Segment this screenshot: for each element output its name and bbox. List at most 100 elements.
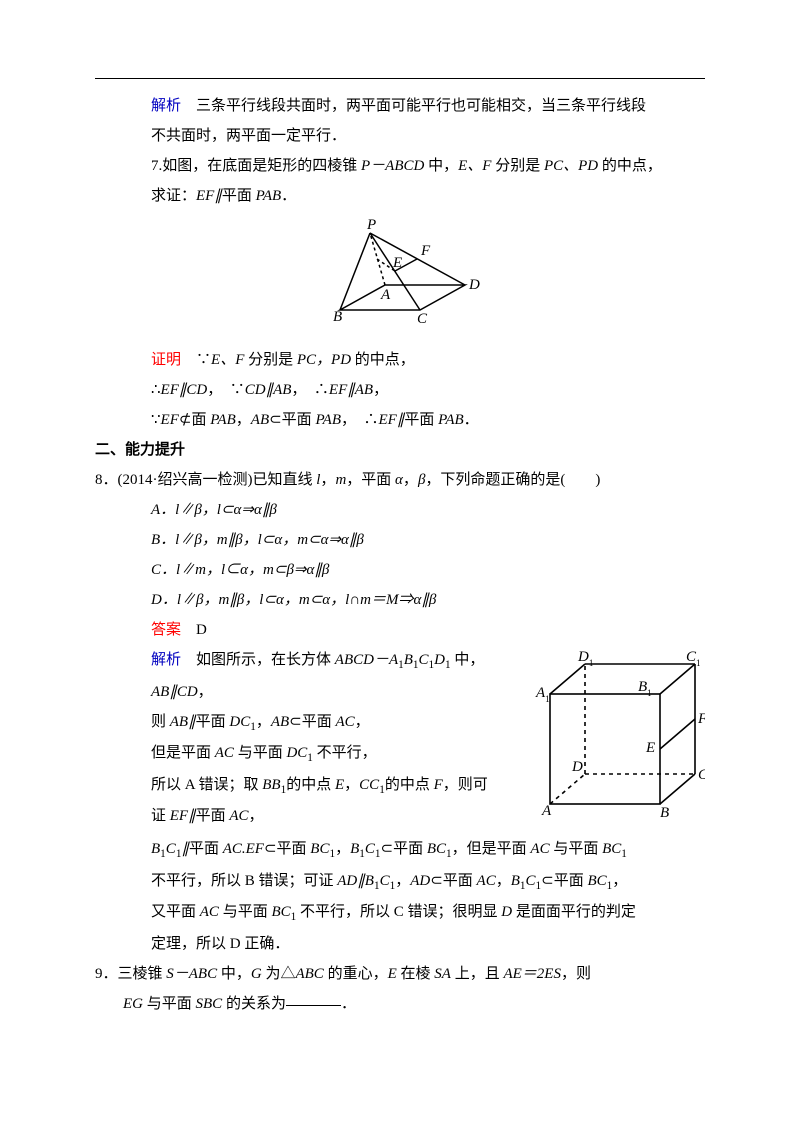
t: 分别是 (491, 158, 544, 174)
t: ， ∴ (341, 412, 379, 428)
t: C (365, 841, 375, 857)
t: AC (336, 714, 355, 730)
t: AC (200, 904, 219, 920)
q8-stem: 8．(2014·绍兴高一检测)已知直线 l，m，平面 α，β，下列命题正确的是(… (95, 465, 705, 495)
t: EF (161, 412, 179, 428)
svg-text:C: C (698, 767, 705, 783)
t: BC (310, 841, 329, 857)
t: ， (335, 841, 350, 857)
t: SBC (196, 996, 223, 1012)
q7-line1: 7.如图，在底面是矩形的四棱锥 P－ABCD 中，E、F 分别是 PC、PD 的… (95, 151, 705, 181)
t: m (335, 472, 346, 488)
t: ，平面 (346, 472, 395, 488)
t: BC (602, 841, 621, 857)
t: ． (341, 996, 356, 1012)
svg-text:A: A (541, 803, 552, 819)
t: ⊂平面 (541, 873, 587, 889)
svg-text:B: B (660, 805, 669, 819)
t: 不平行，所以 B 错误；可证 (151, 873, 337, 889)
t: AC.EF (223, 841, 264, 857)
t: ， ∴ (291, 382, 329, 398)
t: 则 (151, 714, 170, 730)
t: 的关系为 (222, 996, 286, 1012)
t: ， (320, 472, 335, 488)
t: 的中点， (351, 352, 415, 368)
proof-l3: ∵EF⊄面 PAB，AB⊂平面 PAB， ∴EF∥平面 PAB． (95, 405, 705, 435)
t: B (151, 841, 160, 857)
t: ⊂平面 (381, 841, 427, 857)
q8-exp-l8: 不平行，所以 B 错误；可证 AD∥B1C1，AD⊂平面 AC，B1C1⊂平面 … (95, 866, 705, 898)
svg-text:F: F (420, 243, 431, 259)
t: EF∥ (196, 188, 222, 204)
t: 平面 (222, 188, 256, 204)
t: E、F (211, 352, 244, 368)
t: AB (251, 412, 269, 428)
svg-text:E: E (645, 740, 655, 756)
t: BC (427, 841, 446, 857)
t: EF∥ (379, 412, 405, 428)
svg-text:B1: B1 (638, 679, 652, 698)
q8-optA: A．l∥β，l⊂α⇒α∥β (95, 495, 705, 525)
t: 求证： (151, 188, 196, 204)
sub: 1 (621, 848, 627, 860)
t: E、F (458, 158, 491, 174)
t: F (434, 777, 443, 793)
t: 平面 (196, 714, 230, 730)
t: ，则 (561, 966, 591, 982)
q8-optC: C．l∥m，l⊂α，m⊂β⇒α∥β (95, 555, 705, 585)
svg-text:D: D (468, 277, 480, 293)
pyramid-svg: P B C D A E F (295, 215, 505, 330)
label-proof: 证明 (151, 352, 181, 368)
t: PAB (210, 412, 236, 428)
t: ，但是平面 (452, 841, 531, 857)
t: ，则可 (443, 777, 488, 793)
t: C (166, 841, 176, 857)
t: 的重心， (324, 966, 388, 982)
t: AE＝2ES (503, 966, 561, 982)
t: 如图所示，在长方体 (181, 652, 335, 668)
t: ， (236, 412, 251, 428)
t: EG (123, 996, 143, 1012)
text: 三条平行线段共面时，两平面可能平行也可能相交，当三条平行线段 (181, 98, 646, 114)
t: ⊂平面 (269, 412, 315, 428)
t: P－ABCD (361, 158, 424, 174)
t: C (526, 873, 536, 889)
t: 的中点 (286, 777, 335, 793)
t: ， (198, 684, 213, 700)
q8-exp-l10: 定理，所以 D 正确． (95, 929, 705, 959)
t: D (501, 904, 512, 920)
t: ， (344, 777, 359, 793)
svg-text:A: A (380, 287, 391, 303)
t: B (350, 841, 359, 857)
svg-text:F: F (697, 711, 705, 727)
t: 平面 (189, 841, 223, 857)
svg-text:C: C (417, 311, 428, 327)
t: ， (373, 382, 388, 398)
t: ， (256, 714, 271, 730)
t: AC (215, 745, 234, 761)
label-jiexi: 解析 (151, 652, 181, 668)
t: AC (477, 873, 496, 889)
t: 平面 (196, 808, 230, 824)
q8-exp-l9: 又平面 AC 与平面 BC1 不平行，所以 C 错误；很明显 D 是面面平行的判… (95, 897, 705, 929)
t: ， (395, 873, 410, 889)
q6-explain: 解析 三条平行线段共面时，两平面可能平行也可能相交，当三条平行线段 (95, 91, 705, 121)
t: 与平面 (219, 904, 272, 920)
section-2: 二、能力提升 (95, 435, 705, 465)
t: D (434, 652, 445, 668)
t: 7.如图，在底面是矩形的四棱锥 (151, 158, 361, 174)
q9-l1: 9．三棱锥 S－ABC 中，G 为△ABC 的重心，E 在棱 SA 上，且 AE… (95, 959, 705, 989)
t: AB (271, 714, 289, 730)
t: ∥ (181, 841, 189, 857)
t: 中， (451, 652, 485, 668)
svg-text:P: P (366, 217, 376, 233)
q9-l2: EG 与平面 SBC 的关系为 ． (95, 989, 705, 1019)
svg-text:B: B (333, 309, 342, 325)
t: 与平面 (143, 996, 196, 1012)
t: 9．三棱锥 (95, 966, 166, 982)
t: 但是平面 (151, 745, 215, 761)
t: 在棱 (397, 966, 435, 982)
t: C (380, 873, 390, 889)
t: BB (262, 777, 280, 793)
t: AB∥CD (151, 684, 198, 700)
